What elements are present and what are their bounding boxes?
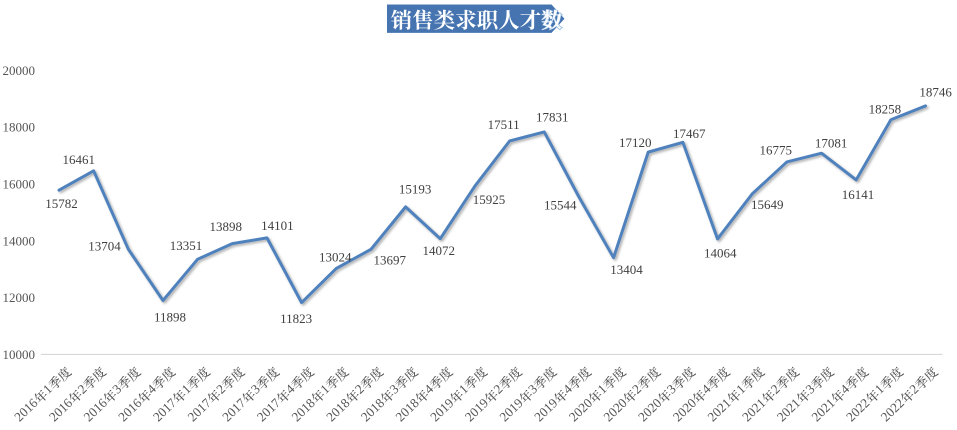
svg-text:16461: 16461 [62,152,95,167]
svg-text:14101: 14101 [261,218,294,233]
svg-text:17467: 17467 [673,126,706,141]
svg-text:16141: 16141 [842,187,875,202]
svg-text:15782: 15782 [45,196,78,211]
svg-text:13404: 13404 [610,262,643,277]
svg-text:11898: 11898 [154,309,186,324]
svg-text:17511: 17511 [488,117,520,132]
svg-text:12000: 12000 [3,290,36,305]
svg-text:17081: 17081 [815,136,848,151]
svg-text:13898: 13898 [210,219,243,234]
svg-text:16775: 16775 [759,143,792,158]
svg-text:15925: 15925 [473,192,506,207]
svg-text:16000: 16000 [3,177,36,192]
svg-text:18000: 18000 [3,120,36,135]
svg-text:20000: 20000 [3,63,36,78]
svg-text:13351: 13351 [170,238,203,253]
svg-text:14072: 14072 [423,243,456,258]
svg-text:14000: 14000 [3,233,36,248]
svg-text:18746: 18746 [919,85,952,100]
svg-text:13697: 13697 [373,252,406,267]
svg-text:17831: 17831 [536,110,569,125]
svg-text:17120: 17120 [619,135,652,150]
svg-text:15544: 15544 [544,197,577,212]
svg-text:18258: 18258 [869,101,902,116]
svg-text:13704: 13704 [88,239,121,254]
svg-text:10000: 10000 [3,347,36,362]
svg-text:15649: 15649 [751,197,784,212]
svg-text:11823: 11823 [280,311,312,326]
svg-text:15193: 15193 [399,182,432,197]
svg-text:14064: 14064 [704,246,737,261]
svg-text:13024: 13024 [319,250,352,265]
